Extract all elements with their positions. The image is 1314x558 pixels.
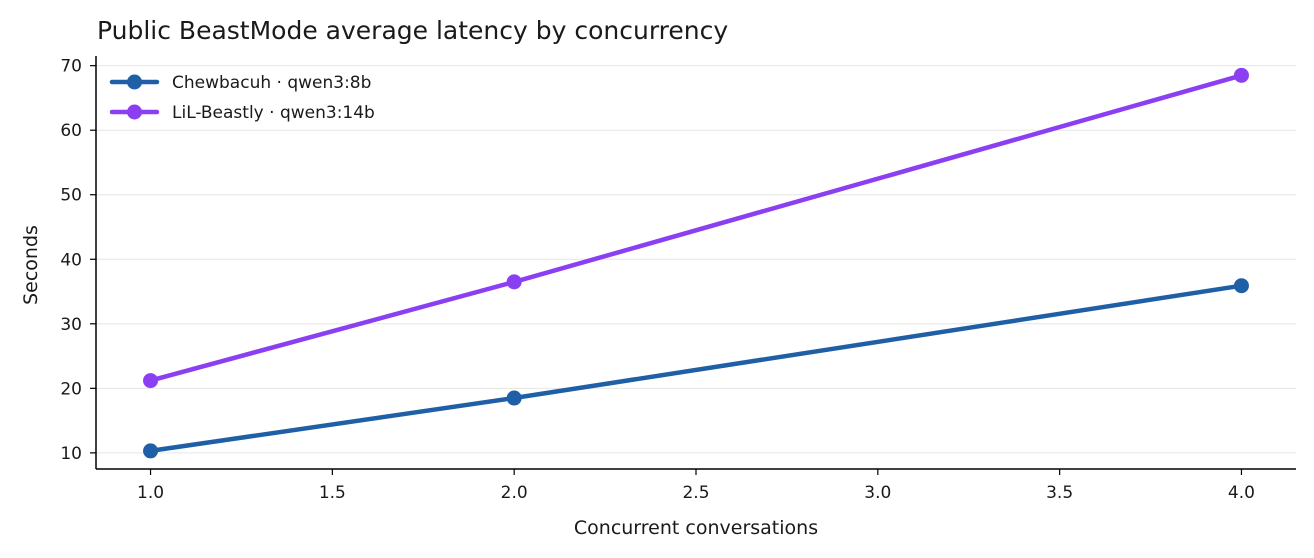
- x-axis-ticks: 1.0 1.5 2.0 2.5 3.0 3.5 4.0: [137, 469, 1255, 503]
- y-tick-label: 60: [60, 121, 82, 141]
- chart-title: Public BeastMode average latency by conc…: [97, 16, 728, 45]
- y-tick-label: 30: [60, 315, 82, 335]
- legend: Chewbacuh · qwen3:8b LiL-Beastly · qwen3:…: [109, 73, 375, 123]
- x-axis-label: Concurrent conversations: [574, 517, 818, 539]
- legend-label: LiL-Beastly · qwen3:14b: [172, 103, 375, 123]
- series-line-1: [148, 283, 1244, 454]
- y-tick-label: 10: [60, 444, 82, 464]
- data-point: [1233, 278, 1249, 294]
- x-tick-label: 1.5: [319, 483, 346, 503]
- x-tick-label: 3.5: [1046, 483, 1073, 503]
- legend-marker: [127, 104, 142, 120]
- y-axis-label: Seconds: [20, 225, 42, 305]
- x-tick-label: 3.0: [864, 483, 891, 503]
- grid-lines: [96, 65, 1296, 454]
- x-tick-label: 4.0: [1228, 483, 1255, 503]
- y-tick-label: 70: [60, 57, 82, 77]
- data-point: [143, 373, 159, 389]
- data-point: [506, 390, 522, 406]
- x-tick-label: 2.0: [501, 483, 528, 503]
- y-axis-ticks: 10 20 30 40 50 60 70: [60, 57, 96, 464]
- data-point: [143, 443, 159, 459]
- legend-label: Chewbacuh · qwen3:8b: [172, 73, 371, 93]
- data-point: [506, 274, 522, 290]
- y-tick-label: 50: [60, 186, 82, 206]
- data-point: [1233, 67, 1249, 83]
- series-group: [143, 67, 1249, 459]
- y-tick-label: 20: [60, 379, 82, 399]
- legend-marker: [127, 74, 142, 90]
- x-tick-label: 2.5: [682, 483, 709, 503]
- y-tick-label: 40: [60, 250, 82, 270]
- x-tick-label: 1.0: [137, 483, 164, 503]
